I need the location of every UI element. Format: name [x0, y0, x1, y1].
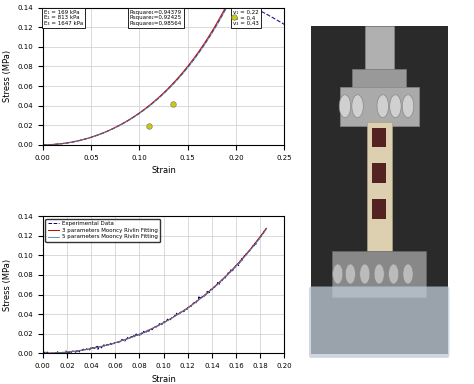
Circle shape: [333, 264, 343, 284]
Bar: [366, 122, 392, 254]
5 parameters Mooncy Rivlin Fitting: [172, 314, 178, 319]
3 parameters Mooncy Rivlin Fitting: [173, 313, 179, 318]
Circle shape: [339, 95, 351, 118]
FancyBboxPatch shape: [309, 286, 449, 358]
Experimental Data: [40, 351, 46, 355]
Experimental Data: [41, 351, 46, 356]
Y-axis label: Stress (MPa): Stress (MPa): [3, 259, 12, 311]
Experimental Data: [50, 352, 55, 357]
3 parameters Mooncy Rivlin Fitting: [228, 268, 234, 273]
Text: v₁ = 0,22
v₂ = 0,4
v₃ = 0,43: v₁ = 0,22 v₂ = 0,4 v₃ = 0,43: [233, 10, 259, 26]
5 parameters Mooncy Rivlin Fitting: [264, 227, 269, 232]
X-axis label: Strain: Strain: [151, 166, 176, 175]
X-axis label: Strain: Strain: [151, 374, 176, 384]
Bar: [372, 163, 386, 183]
Circle shape: [374, 264, 384, 284]
Circle shape: [352, 95, 364, 118]
Circle shape: [389, 264, 399, 284]
5 parameters Mooncy Rivlin Fitting: [41, 351, 46, 356]
3 parameters Mooncy Rivlin Fitting: [264, 226, 269, 230]
Bar: [339, 86, 419, 126]
Circle shape: [402, 95, 414, 118]
Experimental Data: [177, 311, 183, 315]
3 parameters Mooncy Rivlin Fitting: [243, 253, 248, 257]
5 parameters Mooncy Rivlin Fitting: [228, 269, 234, 274]
Legend: Experimental Data, 3 parameters Mooncy Rivlin Fitting, 5 parameters Mooncy Rivli: Experimental Data, 3 parameters Mooncy R…: [46, 219, 160, 242]
Experimental Data: [229, 267, 235, 272]
Text: Rsquare₁=0,94379
Rsquare₂=0,92425
Rsquare₃=0,98564: Rsquare₁=0,94379 Rsquare₂=0,92425 Rsquar…: [130, 10, 182, 26]
Bar: [365, 26, 393, 76]
Circle shape: [377, 95, 389, 118]
Circle shape: [360, 264, 370, 284]
Circle shape: [403, 264, 413, 284]
3 parameters Mooncy Rivlin Fitting: [41, 351, 46, 356]
5 parameters Mooncy Rivlin Fitting: [177, 311, 182, 316]
3 parameters Mooncy Rivlin Fitting: [177, 311, 182, 316]
Bar: [372, 199, 386, 218]
Line: 5 parameters Mooncy Rivlin Fitting: 5 parameters Mooncy Rivlin Fitting: [43, 230, 266, 353]
Bar: [352, 69, 406, 90]
Bar: [372, 127, 386, 147]
5 parameters Mooncy Rivlin Fitting: [173, 314, 179, 318]
3 parameters Mooncy Rivlin Fitting: [172, 314, 178, 318]
Experimental Data: [264, 226, 269, 231]
Experimental Data: [173, 311, 179, 315]
Y-axis label: Stress (MPa): Stress (MPa): [3, 50, 12, 102]
5 parameters Mooncy Rivlin Fitting: [243, 254, 248, 258]
Circle shape: [346, 264, 356, 284]
Text: E₁ = 169 kPa
E₂ = 813 kPa
E₃ = 1647 kPa: E₁ = 169 kPa E₂ = 813 kPa E₃ = 1647 kPa: [44, 10, 83, 26]
Experimental Data: [243, 252, 249, 256]
3 parameters Mooncy Rivlin Fitting: [40, 351, 46, 356]
Experimental Data: [173, 314, 179, 318]
Bar: [332, 251, 426, 297]
Bar: [311, 26, 447, 354]
Circle shape: [390, 95, 401, 118]
Line: 3 parameters Mooncy Rivlin Fitting: 3 parameters Mooncy Rivlin Fitting: [43, 228, 266, 353]
Line: Experimental Data: Experimental Data: [43, 228, 266, 354]
5 parameters Mooncy Rivlin Fitting: [40, 351, 46, 356]
